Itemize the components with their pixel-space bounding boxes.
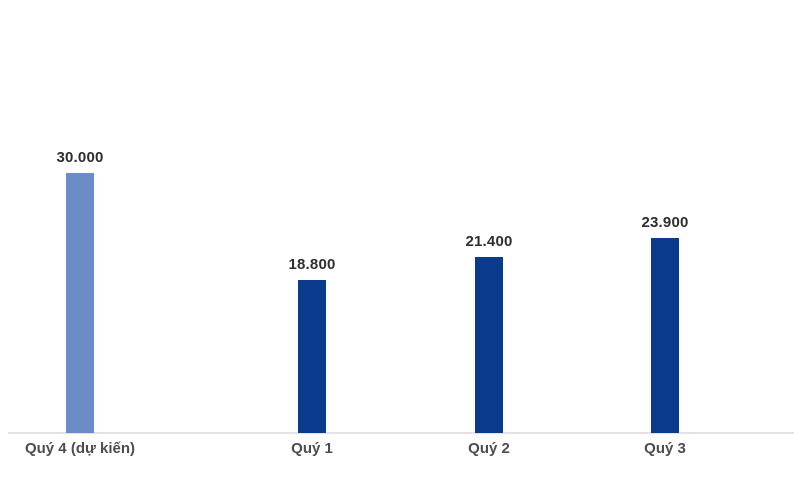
- bar-group-quy-2: 21.400 Quý 2: [409, 0, 569, 502]
- bar-group-quy-4-forecast: 30.000 Quý 4 (dự kiến): [0, 0, 160, 502]
- bar-stack: 30.000: [0, 149, 160, 433]
- data-label: 30.000: [56, 149, 104, 166]
- bar-group-quy-1: 18.800 Quý 1: [232, 0, 392, 502]
- bar: [298, 280, 326, 433]
- bar-stack: 23.900: [585, 214, 745, 433]
- category-label: Quý 4 (dự kiến): [24, 440, 136, 457]
- bar: [651, 238, 679, 433]
- bar: [66, 173, 94, 433]
- data-label: 23.900: [641, 214, 689, 231]
- bar-stack: 18.800: [232, 256, 392, 433]
- bar: [475, 257, 503, 433]
- category-label: Quý 3: [644, 440, 686, 457]
- category-label: Quý 1: [291, 440, 333, 457]
- data-label: 21.400: [465, 233, 513, 250]
- category-label: Quý 2: [468, 440, 510, 457]
- x-axis-line: [8, 432, 794, 434]
- bar-group-quy-3: 23.900 Quý 3: [585, 0, 745, 502]
- bar-stack: 21.400: [409, 233, 569, 433]
- data-label: 18.800: [288, 256, 336, 273]
